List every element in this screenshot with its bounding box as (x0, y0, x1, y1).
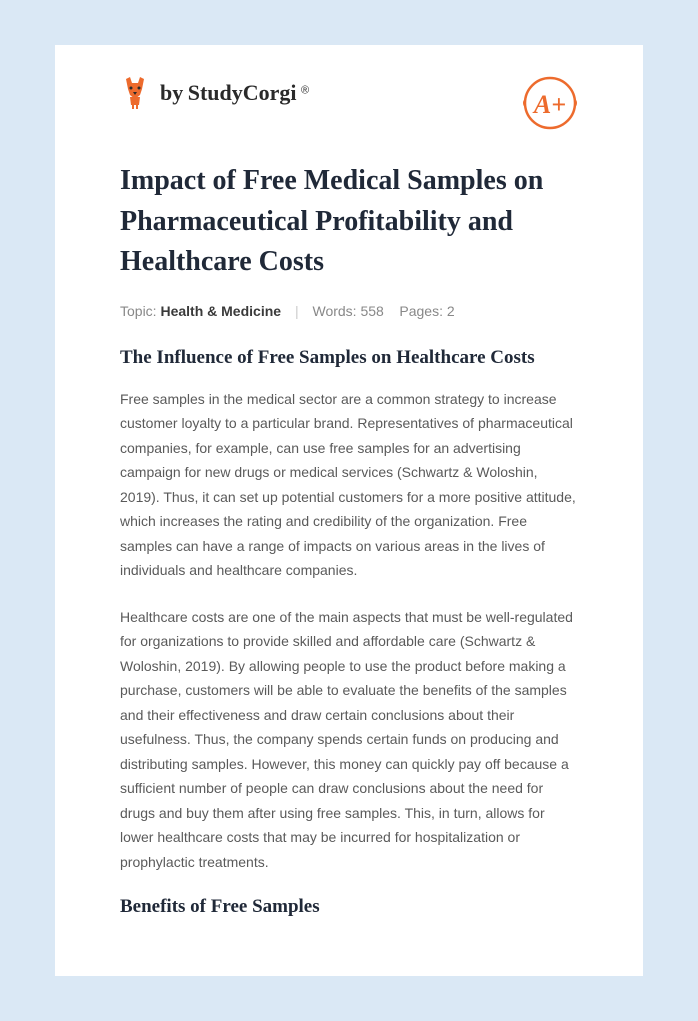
by-label: by (160, 80, 183, 105)
paragraph-2: Healthcare costs are one of the main asp… (120, 605, 578, 875)
brand-logo-section: by StudyCorgi ® (120, 75, 309, 111)
section-heading-2: Benefits of Free Samples (120, 896, 578, 918)
brand-name: StudyCorgi (188, 80, 297, 105)
brand-text: by StudyCorgi ® (160, 80, 309, 106)
words-label: Words: (312, 303, 356, 319)
document-header: by StudyCorgi ® A+ (120, 75, 578, 131)
corgi-logo-icon (120, 75, 150, 111)
pages-label: Pages: (399, 303, 443, 319)
paragraph-1: Free samples in the medical sector are a… (120, 387, 578, 583)
topic-value: Health & Medicine (160, 303, 281, 319)
document-meta: Topic: Health & Medicine | Words: 558 Pa… (120, 303, 578, 319)
pages-value: 2 (447, 303, 455, 319)
registered-mark: ® (301, 85, 309, 97)
svg-text:A+: A+ (532, 90, 566, 119)
grade-badge-icon: A+ (522, 75, 578, 131)
document-title: Impact of Free Medical Samples on Pharma… (120, 161, 578, 283)
words-value: 558 (360, 303, 383, 319)
document-page: by StudyCorgi ® A+ Impact of Free Medica… (55, 45, 643, 976)
topic-label: Topic: (120, 303, 157, 319)
section-heading-1: The Influence of Free Samples on Healthc… (120, 347, 578, 369)
meta-divider: | (295, 303, 299, 319)
